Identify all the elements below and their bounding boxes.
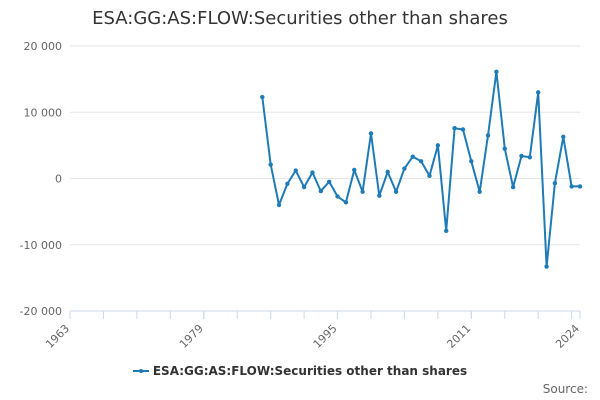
- data-point[interactable]: [561, 134, 566, 139]
- data-point[interactable]: [435, 143, 441, 148]
- data-point[interactable]: [393, 189, 399, 194]
- data-point[interactable]: [310, 170, 315, 175]
- data-point[interactable]: [301, 184, 307, 190]
- grid-lines: [70, 45, 580, 312]
- data-point[interactable]: [343, 200, 349, 205]
- data-point[interactable]: [402, 166, 407, 171]
- data-point[interactable]: [268, 162, 273, 167]
- x-axis-tick-labels: 1963 1979 1995 2011 2024: [43, 322, 582, 351]
- data-point[interactable]: [469, 159, 474, 164]
- data-point[interactable]: [552, 180, 558, 186]
- data-point[interactable]: [335, 194, 340, 199]
- data-point[interactable]: [352, 167, 357, 173]
- data-point[interactable]: [460, 127, 466, 132]
- legend-item-series[interactable]: ESA:GG:AS:FLOW:Securities other than sha…: [132, 364, 468, 378]
- data-point[interactable]: [485, 133, 491, 138]
- y-axis-tick-labels: -20 000 -10 000 0 10 000 20 000: [20, 40, 62, 318]
- y-tick-label: -10 000: [20, 239, 62, 252]
- data-point[interactable]: [418, 159, 424, 164]
- data-point[interactable]: [452, 125, 457, 131]
- legend-label: ESA:GG:AS:FLOW:Securities other than sha…: [152, 364, 468, 378]
- data-point[interactable]: [385, 169, 390, 175]
- y-tick-label: 10 000: [24, 106, 63, 119]
- data-point[interactable]: [285, 181, 290, 186]
- legend: ESA:GG:AS:FLOW:Securities other than sha…: [0, 364, 600, 378]
- data-point[interactable]: [368, 131, 374, 136]
- data-point[interactable]: [377, 193, 382, 198]
- data-point[interactable]: [477, 189, 482, 194]
- legend-line-marker-icon: [132, 367, 149, 375]
- data-point[interactable]: [577, 184, 583, 189]
- x-tick-label: 1979: [177, 322, 206, 351]
- data-point[interactable]: [535, 90, 541, 95]
- data-point[interactable]: [276, 202, 282, 208]
- data-point[interactable]: [527, 155, 533, 160]
- x-tick-label: 2011: [444, 322, 473, 351]
- data-point[interactable]: [494, 69, 499, 75]
- data-point[interactable]: [519, 153, 524, 159]
- x-tick-label: 1963: [43, 322, 72, 351]
- x-tick-label: 1995: [311, 322, 340, 351]
- data-point[interactable]: [502, 146, 507, 151]
- chart-title: ESA:GG:AS:FLOW:Securities other than sha…: [92, 8, 508, 29]
- data-point[interactable]: [326, 179, 332, 185]
- data-point[interactable]: [569, 184, 574, 189]
- series-line[interactable]: [261, 70, 580, 268]
- series-line-group[interactable]: [260, 69, 583, 269]
- data-point[interactable]: [427, 173, 432, 179]
- y-tick-label: -20 000: [20, 305, 62, 318]
- data-point[interactable]: [444, 228, 449, 234]
- data-point[interactable]: [410, 154, 415, 159]
- data-point[interactable]: [293, 168, 298, 173]
- data-point[interactable]: [318, 188, 324, 194]
- series[interactable]: [260, 69, 583, 269]
- y-tick-label: 0: [55, 173, 62, 186]
- credits[interactable]: Source:: [542, 382, 588, 396]
- x-tick-label: 2024: [553, 322, 582, 351]
- y-tick-label: 20 000: [24, 40, 63, 53]
- data-point[interactable]: [510, 184, 516, 190]
- data-point[interactable]: [360, 189, 365, 194]
- data-point[interactable]: [260, 94, 265, 100]
- x-axis-ticks: [69, 310, 581, 319]
- data-point[interactable]: [544, 264, 549, 269]
